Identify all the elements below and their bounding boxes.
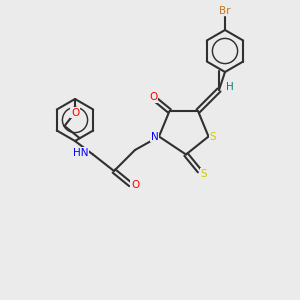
Text: O: O xyxy=(71,107,79,118)
Text: S: S xyxy=(210,131,216,142)
Text: S: S xyxy=(201,169,207,179)
Text: O: O xyxy=(149,92,157,103)
Text: HN: HN xyxy=(73,148,88,158)
Text: H: H xyxy=(226,82,233,92)
Text: O: O xyxy=(131,179,139,190)
Text: N: N xyxy=(151,131,158,142)
Text: Br: Br xyxy=(219,5,231,16)
